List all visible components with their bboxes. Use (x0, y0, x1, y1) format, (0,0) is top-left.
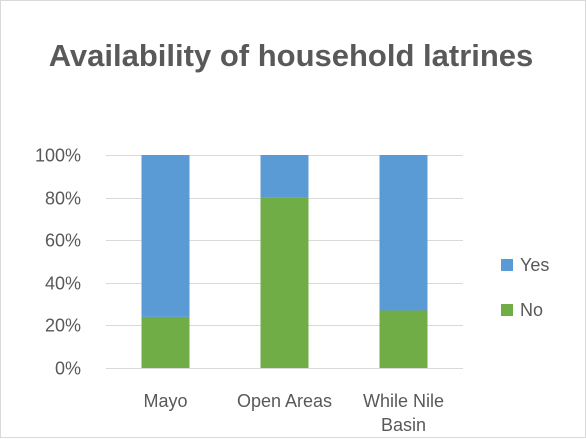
x-tick-label: While Nile (363, 391, 444, 411)
bar-no-1 (260, 197, 309, 368)
y-tick-label: 100% (35, 146, 81, 166)
y-tick-label: 0% (55, 359, 81, 379)
y-tick-label: 40% (45, 274, 81, 294)
x-tick-label: Basin (381, 415, 426, 435)
legend-swatch-no (501, 304, 513, 316)
y-tick-label: 20% (45, 316, 81, 336)
legend-item-yes: Yes (501, 254, 549, 276)
bar-no-2 (379, 310, 428, 368)
x-axis-tick-labels: Mayo Open Areas While Nile Basin (143, 391, 444, 435)
bar-yes-0 (141, 155, 190, 317)
chart-title: Availability of household latrines (48, 38, 534, 73)
legend-item-no: No (501, 299, 549, 321)
legend-swatch-yes (501, 259, 513, 271)
bars (141, 155, 428, 368)
y-axis-tick-labels: 0% 20% 40% 60% 80% 100% (35, 146, 81, 379)
legend-label-yes: Yes (520, 254, 550, 275)
x-tick-label: Mayo (143, 391, 187, 411)
y-tick-label: 60% (45, 231, 81, 251)
x-tick-label: Open Areas (237, 391, 332, 411)
legend-label-no: No (520, 299, 544, 320)
bar-no-0 (141, 316, 190, 368)
legend: Yes No (501, 254, 549, 344)
y-tick-label: 80% (45, 189, 81, 209)
bar-yes-2 (379, 155, 428, 311)
bar-yes-1 (260, 155, 309, 198)
